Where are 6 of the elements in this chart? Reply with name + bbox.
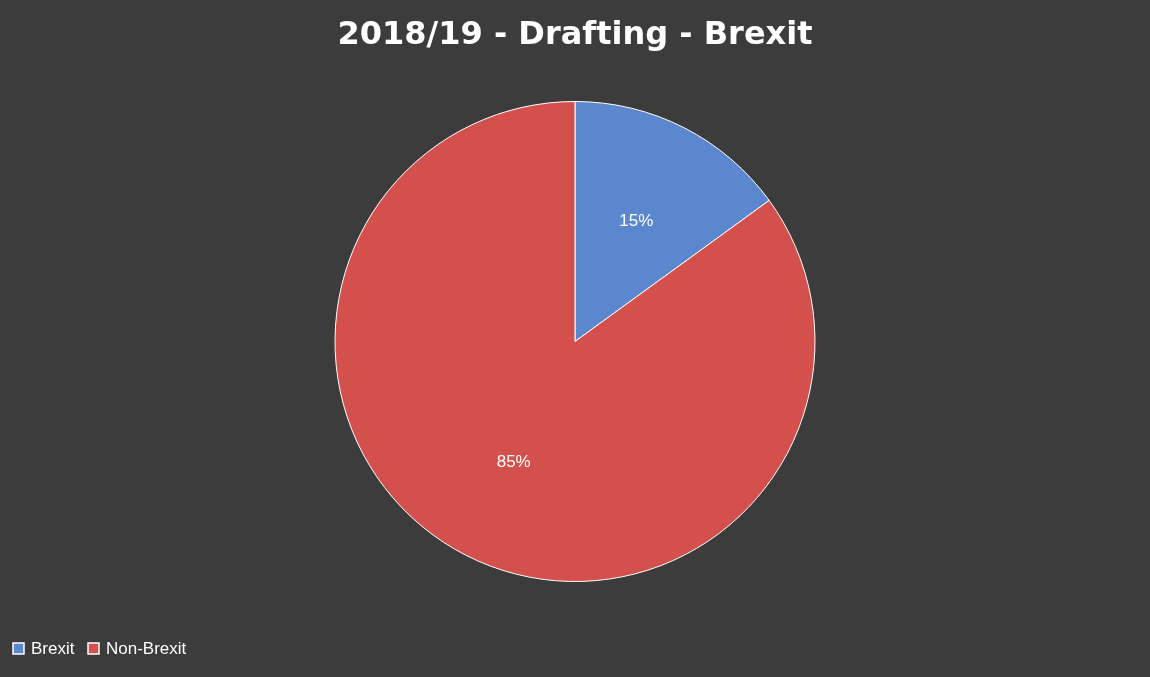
pie-slice: [334, 101, 816, 582]
legend-label: Non-Brexit: [106, 638, 187, 658]
legend-label: Brexit: [31, 638, 75, 658]
data-label: 15%: [619, 211, 654, 231]
data-label: 85%: [496, 451, 531, 471]
chart-title: 2018/19 - Drafting - Brexit: [337, 14, 813, 52]
